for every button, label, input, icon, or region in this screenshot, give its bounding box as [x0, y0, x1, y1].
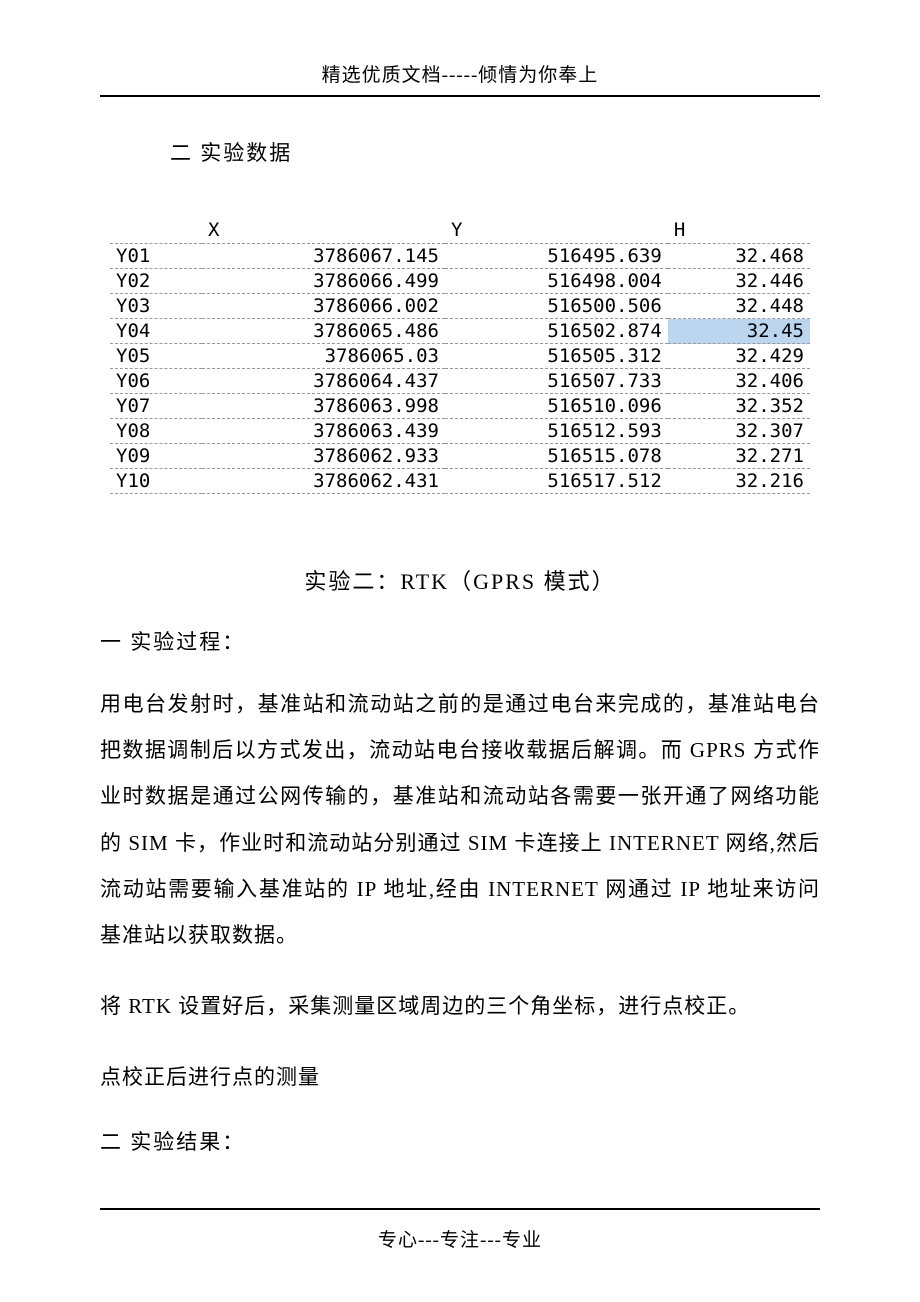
- cell-value: 516500.506: [445, 294, 668, 319]
- cell-value: 32.468: [668, 244, 810, 269]
- row-label: Y04: [110, 319, 202, 344]
- cell-value: 516515.078: [445, 444, 668, 469]
- cell-value: 32.446: [668, 269, 810, 294]
- col-h: H: [668, 217, 810, 244]
- cell-value: 32.216: [668, 469, 810, 494]
- cell-value: 516510.096: [445, 394, 668, 419]
- experiment2-title: 实验二：RTK（GPRS 模式）: [100, 564, 820, 596]
- cell-value: 32.406: [668, 369, 810, 394]
- paragraph-1: 用电台发射时，基准站和流动站之前的是通过电台来完成的，基准站电台把数据调制后以方…: [100, 681, 820, 958]
- cell-value: 3786064.437: [202, 369, 445, 394]
- cell-value: 3786065.03: [202, 344, 445, 369]
- cell-value: 32.429: [668, 344, 810, 369]
- table-row: Y103786062.431516517.51232.216: [110, 469, 810, 494]
- col-x: X: [202, 217, 445, 244]
- row-label: Y07: [110, 394, 202, 419]
- table-row: Y073786063.998516510.09632.352: [110, 394, 810, 419]
- paragraph-3: 点校正后进行点的测量: [100, 1054, 820, 1100]
- cell-value: 516512.593: [445, 419, 668, 444]
- row-label: Y02: [110, 269, 202, 294]
- col-blank: [110, 217, 202, 244]
- cell-value: 32.448: [668, 294, 810, 319]
- xyz-data-table: X Y H Y013786067.145516495.63932.468Y023…: [110, 217, 810, 494]
- table-header-row: X Y H: [110, 217, 810, 244]
- cell-value: 3786066.499: [202, 269, 445, 294]
- cell-value: 3786062.933: [202, 444, 445, 469]
- cell-value: 32.352: [668, 394, 810, 419]
- cell-value: 516498.004: [445, 269, 668, 294]
- col-y: Y: [445, 217, 668, 244]
- cell-value: 3786066.002: [202, 294, 445, 319]
- page-header: 精选优质文档-----倾情为你奉上: [100, 60, 820, 97]
- cell-value: 516495.639: [445, 244, 668, 269]
- cell-value: 3786065.486: [202, 319, 445, 344]
- table-row: Y083786063.439516512.59332.307: [110, 419, 810, 444]
- row-label: Y08: [110, 419, 202, 444]
- row-label: Y09: [110, 444, 202, 469]
- row-label: Y06: [110, 369, 202, 394]
- row-label: Y01: [110, 244, 202, 269]
- row-label: Y03: [110, 294, 202, 319]
- cell-value: 516517.512: [445, 469, 668, 494]
- table-row: Y023786066.499516498.00432.446: [110, 269, 810, 294]
- table-row: Y063786064.437516507.73332.406: [110, 369, 810, 394]
- table-row: Y053786065.03516505.31232.429: [110, 344, 810, 369]
- table-row: Y043786065.486516502.87432.45: [110, 319, 810, 344]
- cell-value: 3786063.998: [202, 394, 445, 419]
- result-label: 二 实验结果：: [100, 1126, 820, 1156]
- table-row: Y093786062.933516515.07832.271: [110, 444, 810, 469]
- section-data-label: 二 实验数据: [170, 137, 820, 167]
- table-row: Y013786067.145516495.63932.468: [110, 244, 810, 269]
- footer-rule: [100, 1208, 820, 1210]
- cell-value: 32.271: [668, 444, 810, 469]
- cell-value: 516502.874: [445, 319, 668, 344]
- cell-value: 516507.733: [445, 369, 668, 394]
- page-footer: 专心---专注---专业: [0, 1208, 920, 1252]
- process-label: 一 实验过程：: [100, 626, 820, 656]
- table-row: Y033786066.002516500.50632.448: [110, 294, 810, 319]
- cell-value: 3786067.145: [202, 244, 445, 269]
- row-label: Y10: [110, 469, 202, 494]
- cell-value: 3786062.431: [202, 469, 445, 494]
- cell-value: 32.307: [668, 419, 810, 444]
- cell-value: 3786063.439: [202, 419, 445, 444]
- paragraph-2: 将 RTK 设置好后，采集测量区域周边的三个角坐标，进行点校正。: [100, 983, 820, 1029]
- cell-value: 516505.312: [445, 344, 668, 369]
- footer-text: 专心---专注---专业: [378, 1230, 542, 1251]
- cell-value: 32.45: [668, 319, 810, 344]
- row-label: Y05: [110, 344, 202, 369]
